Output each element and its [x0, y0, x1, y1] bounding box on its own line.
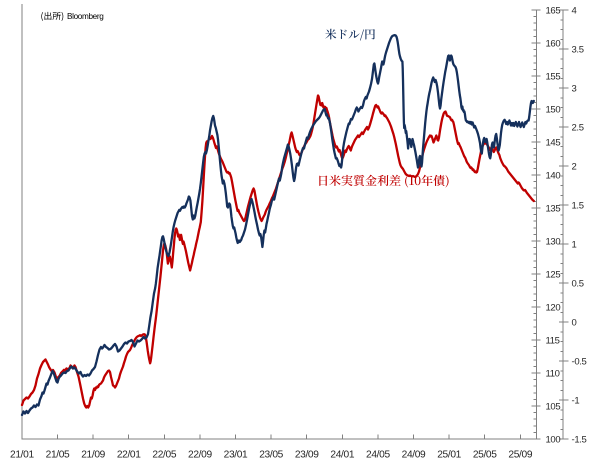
svg-text:25/05: 25/05 [473, 450, 497, 461]
svg-text:25/01: 25/01 [437, 450, 461, 461]
svg-text:145: 145 [546, 137, 561, 148]
svg-text:135: 135 [546, 203, 561, 214]
svg-text:1: 1 [572, 239, 577, 250]
svg-text:Bloomberg: Bloomberg [67, 12, 104, 21]
svg-text:150: 150 [546, 104, 561, 115]
svg-text:105: 105 [546, 401, 561, 412]
svg-text:3.5: 3.5 [572, 44, 584, 55]
svg-text:24/09: 24/09 [402, 450, 426, 461]
svg-text:-1: -1 [572, 395, 580, 406]
svg-text:23/09: 23/09 [295, 450, 319, 461]
svg-text:2: 2 [572, 161, 577, 172]
svg-text:23/01: 23/01 [224, 450, 248, 461]
svg-text:0: 0 [572, 317, 577, 328]
svg-text:165: 165 [546, 5, 561, 16]
svg-text:21/05: 21/05 [46, 450, 70, 461]
svg-text:22/01: 22/01 [117, 450, 141, 461]
svg-text:24/05: 24/05 [366, 450, 390, 461]
svg-text:22/05: 22/05 [152, 450, 176, 461]
svg-text:130: 130 [546, 236, 561, 247]
svg-text:-1.5: -1.5 [572, 434, 587, 445]
svg-text:21/01: 21/01 [10, 450, 34, 461]
svg-text:110: 110 [546, 368, 560, 379]
svg-text:3: 3 [572, 83, 577, 94]
svg-text:120: 120 [546, 302, 561, 313]
svg-text:4: 4 [572, 5, 577, 16]
svg-text:1.5: 1.5 [572, 200, 584, 211]
svg-text:100: 100 [546, 434, 561, 445]
svg-text:0.5: 0.5 [572, 278, 584, 289]
svg-text:125: 125 [546, 269, 561, 280]
svg-text:-0.5: -0.5 [572, 356, 587, 367]
svg-text:2.5: 2.5 [572, 122, 584, 133]
svg-text:22/09: 22/09 [188, 450, 212, 461]
svg-text:21/09: 21/09 [81, 450, 105, 461]
svg-text:160: 160 [546, 38, 561, 49]
svg-text:140: 140 [546, 170, 561, 181]
svg-text:155: 155 [546, 71, 561, 82]
svg-text:115: 115 [546, 335, 560, 346]
svg-text:24/01: 24/01 [330, 450, 354, 461]
svg-text:23/05: 23/05 [259, 450, 283, 461]
svg-text:25/09: 25/09 [508, 450, 532, 461]
